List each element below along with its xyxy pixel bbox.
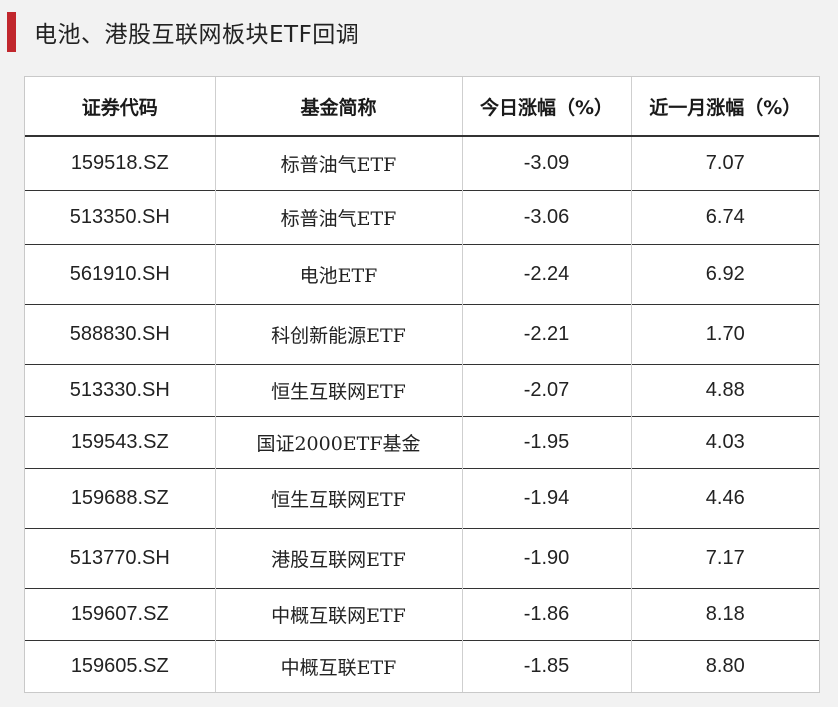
cell-month-change: 4.46 bbox=[630, 467, 819, 528]
title-accent-bar bbox=[7, 12, 16, 52]
table-row: 159518.SZ 标普油气ETF -3.09 7.07 bbox=[25, 136, 819, 190]
cell-month-change: 4.88 bbox=[630, 363, 819, 416]
cell-month-change: 6.92 bbox=[630, 243, 819, 304]
cell-security-code: 159543.SZ bbox=[25, 415, 215, 468]
cell-security-code: 159605.SZ bbox=[25, 639, 215, 692]
cell-today-change: -2.07 bbox=[461, 363, 631, 416]
cell-fund-name: 电池ETF bbox=[214, 243, 462, 304]
cell-fund-name: 科创新能源ETF bbox=[214, 303, 462, 364]
cell-month-change: 1.70 bbox=[630, 303, 819, 364]
cell-security-code: 159688.SZ bbox=[25, 467, 215, 528]
table-row: 561910.SH 电池ETF -2.24 6.92 bbox=[25, 243, 819, 304]
cell-fund-name: 标普油气ETF bbox=[214, 136, 462, 190]
cell-fund-name: 港股互联网ETF bbox=[214, 527, 462, 588]
header-month-change: 近一月涨幅（%） bbox=[630, 77, 819, 137]
cell-today-change: -2.24 bbox=[461, 243, 631, 304]
cell-fund-name: 恒生互联网ETF bbox=[214, 467, 462, 528]
table-row: 513350.SH 标普油气ETF -3.06 6.74 bbox=[25, 189, 819, 244]
cell-today-change: -1.85 bbox=[461, 639, 631, 692]
table-row: 159605.SZ 中概互联ETF -1.85 8.80 bbox=[25, 639, 819, 692]
cell-security-code: 513350.SH bbox=[25, 189, 215, 244]
cell-security-code: 588830.SH bbox=[25, 303, 215, 364]
cell-month-change: 4.03 bbox=[630, 415, 819, 468]
cell-month-change: 7.17 bbox=[630, 527, 819, 588]
header-fund-name: 基金简称 bbox=[214, 77, 462, 137]
page-title: 电池、港股互联网板块ETF回调 bbox=[34, 22, 360, 48]
cell-today-change: -1.95 bbox=[461, 415, 631, 468]
table-row: 513330.SH 恒生互联网ETF -2.07 4.88 bbox=[25, 363, 819, 416]
cell-fund-name: 恒生互联网ETF bbox=[214, 363, 462, 416]
cell-month-change: 7.07 bbox=[630, 136, 819, 190]
cell-security-code: 513770.SH bbox=[25, 527, 215, 588]
cell-fund-name: 标普油气ETF bbox=[214, 189, 462, 244]
table-row: 513770.SH 港股互联网ETF -1.90 7.17 bbox=[25, 527, 819, 588]
cell-today-change: -3.06 bbox=[461, 189, 631, 244]
header-security-code: 证券代码 bbox=[25, 77, 215, 137]
cell-security-code: 513330.SH bbox=[25, 363, 215, 416]
table-body: 159518.SZ 标普油气ETF -3.09 7.07 513350.SH 标普油气ET… bbox=[25, 136, 819, 692]
table-header-row: 证券代码 基金简称 今日涨幅（%） 近一月涨幅（%） bbox=[25, 77, 819, 137]
etf-table-container: 证券代码 基金简称 今日涨幅（%） 近一月涨幅（%） 159518.SZ 标普油气… bbox=[24, 76, 820, 693]
etf-table: 证券代码 基金简称 今日涨幅（%） 近一月涨幅（%） 159518.SZ 标普油气… bbox=[25, 77, 819, 692]
cell-today-change: -2.21 bbox=[461, 303, 631, 364]
cell-fund-name: 国证2000ETF基金 bbox=[214, 415, 462, 468]
cell-month-change: 8.80 bbox=[630, 639, 819, 692]
header-today-change: 今日涨幅（%） bbox=[461, 77, 631, 137]
title-bar: 电池、港股互联网板块ETF回调 bbox=[7, 12, 359, 52]
cell-security-code: 159607.SZ bbox=[25, 587, 215, 640]
cell-today-change: -1.86 bbox=[461, 587, 631, 640]
table-row: 159607.SZ 中概互联网ETF -1.86 8.18 bbox=[25, 587, 819, 640]
cell-month-change: 8.18 bbox=[630, 587, 819, 640]
cell-month-change: 6.74 bbox=[630, 189, 819, 244]
cell-security-code: 561910.SH bbox=[25, 243, 215, 304]
cell-today-change: -3.09 bbox=[461, 136, 631, 190]
cell-today-change: -1.94 bbox=[461, 467, 631, 528]
cell-fund-name: 中概互联ETF bbox=[214, 639, 462, 692]
cell-fund-name: 中概互联网ETF bbox=[214, 587, 462, 640]
table-row: 159688.SZ 恒生互联网ETF -1.94 4.46 bbox=[25, 467, 819, 528]
cell-security-code: 159518.SZ bbox=[70, 151, 169, 174]
table-row: 159543.SZ 国证2000ETF基金 -1.95 4.03 bbox=[25, 415, 819, 468]
cell-today-change: -1.90 bbox=[461, 527, 631, 588]
table-row: 588830.SH 科创新能源ETF -2.21 1.70 bbox=[25, 303, 819, 364]
